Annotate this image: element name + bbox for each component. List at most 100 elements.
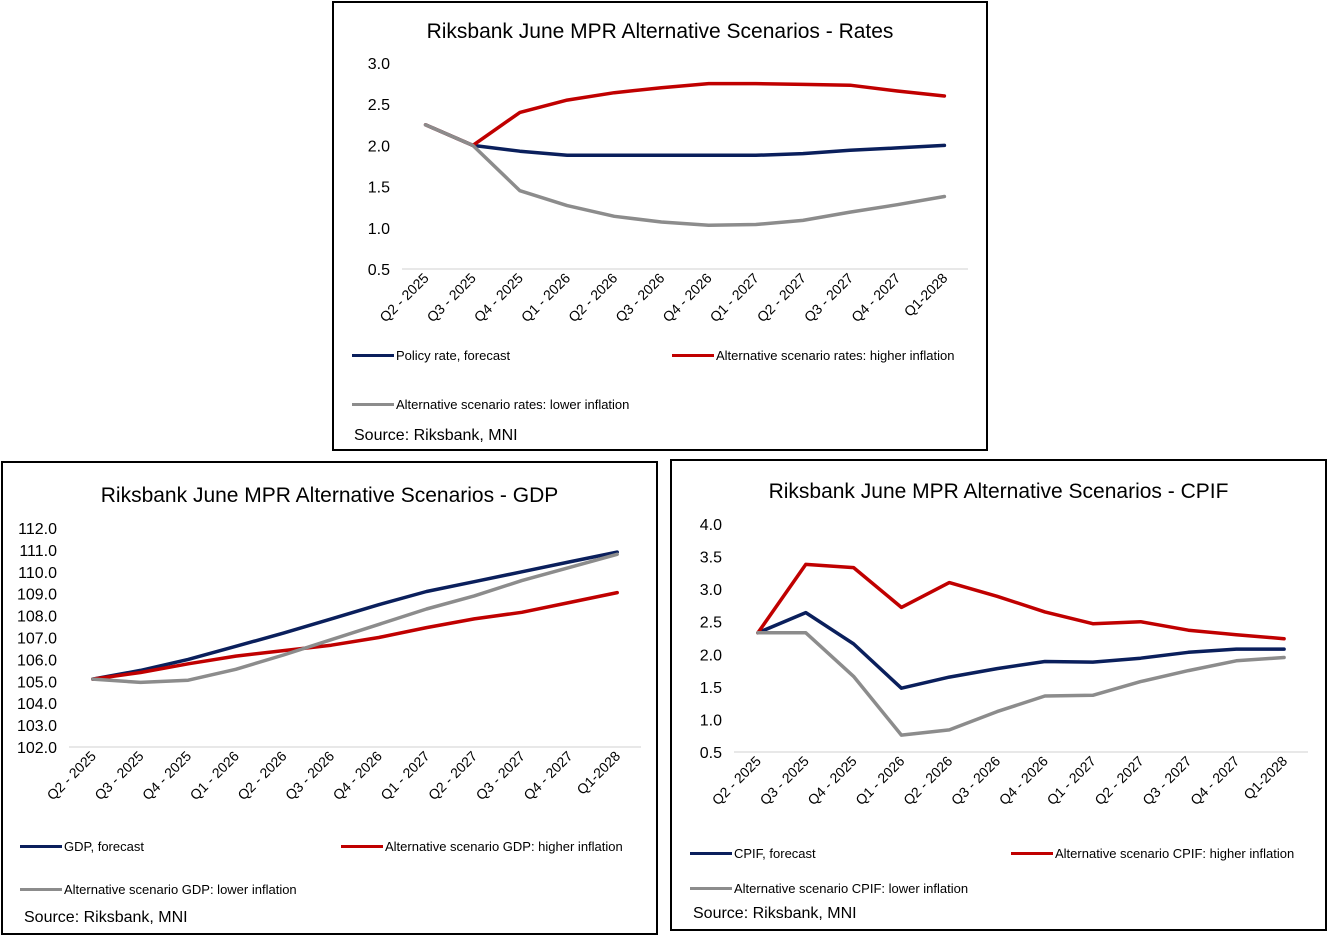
legend-cpif-lower-inflation: Alternative scenario CPIF: lower inflati… — [690, 879, 968, 897]
x-category-label: Q1-2028 — [901, 270, 951, 320]
legend-line-icon — [20, 844, 62, 848]
x-category-label: Q4 - 2026 — [659, 270, 714, 325]
series-line-1 — [91, 590, 619, 681]
x-category-label: Q2 - 2027 — [425, 748, 480, 803]
series-line-1 — [423, 81, 947, 148]
x-category-label: Q3 - 2026 — [612, 270, 667, 325]
x-category-label: Q1 - 2026 — [518, 270, 573, 325]
series-line-0 — [423, 123, 947, 158]
x-category-label: Q1 - 2026 — [852, 753, 907, 808]
x-category-label: Q1 - 2027 — [1044, 753, 1099, 808]
x-category-label: Q2 - 2027 — [1091, 753, 1146, 808]
x-category-label: Q3 - 2027 — [1139, 753, 1194, 808]
x-category-label: Q1 - 2027 — [377, 748, 432, 803]
y-tick-label: 104.0 — [17, 696, 57, 713]
x-category-label: Q4 - 2026 — [330, 748, 385, 803]
legend-rates-lower-inflation: Alternative scenario rates: lower inflat… — [352, 395, 629, 413]
x-category-label: Q4 - 2027 — [1187, 753, 1242, 808]
x-category-label: Q3 - 2027 — [801, 270, 856, 325]
legend-label: Alternative scenario rates: higher infla… — [716, 347, 955, 363]
x-category-label: Q4 - 2025 — [471, 270, 526, 325]
x-category-label: Q4 - 2025 — [139, 748, 194, 803]
x-category-label: Q3 - 2026 — [282, 748, 337, 803]
y-tick-label: 108.0 — [17, 609, 57, 626]
legend-cpif-forecast: CPIF, forecast — [690, 844, 816, 862]
y-tick-label: 0.5 — [368, 262, 390, 279]
legend-line-icon — [672, 353, 714, 357]
legend-label: Alternative scenario CPIF: lower inflati… — [734, 880, 969, 896]
cpif-chart-panel: Riksbank June MPR Alternative Scenarios … — [670, 459, 1327, 931]
y-tick-label: 102.0 — [17, 740, 57, 757]
y-tick-label: 106.0 — [17, 652, 57, 669]
y-tick-label: 2.0 — [700, 647, 722, 664]
legend-rates-higher-inflation: Alternative scenario rates: higher infla… — [672, 346, 954, 364]
y-tick-label: 105.0 — [17, 674, 57, 691]
series-line-2 — [423, 123, 947, 228]
legend-gdp-forecast: GDP, forecast — [20, 837, 144, 855]
x-category-label: Q4 - 2026 — [996, 753, 1051, 808]
rates-source: Source: Riksbank, MNI — [354, 427, 518, 444]
y-tick-label: 3.0 — [700, 582, 722, 599]
y-tick-label: 109.0 — [17, 587, 57, 604]
y-tick-label: 3.0 — [368, 56, 390, 73]
legend-label: Alternative scenario GDP: higher inflati… — [385, 838, 623, 854]
legend-policy-rate-forecast: Policy rate, forecast — [352, 346, 510, 364]
y-tick-label: 2.5 — [368, 97, 390, 114]
legend-line-icon — [20, 887, 62, 891]
y-tick-label: 110.0 — [18, 565, 57, 582]
y-tick-label: 111.0 — [19, 543, 57, 560]
x-category-label: Q1-2028 — [1240, 753, 1290, 803]
legend-gdp-higher-inflation: Alternative scenario GDP: higher inflati… — [341, 837, 623, 855]
legend-gdp-lower-inflation: Alternative scenario GDP: lower inflatio… — [20, 880, 297, 898]
y-tick-label: 1.5 — [368, 180, 390, 197]
series-line-0 — [91, 550, 619, 681]
legend-label: GDP, forecast — [64, 838, 144, 854]
gdp-plot: 102.0 103.0 104.0 105.0 106.0 107.0 108.0 109.0… — [17, 521, 641, 803]
y-tick-label: 1.5 — [700, 680, 722, 697]
y-tick-label: 1.0 — [700, 712, 722, 729]
legend-label: CPIF, forecast — [734, 845, 816, 861]
legend-label: Alternative scenario GDP: lower inflatio… — [64, 881, 297, 897]
legend-line-icon — [690, 851, 732, 855]
series-line-1 — [756, 562, 1286, 641]
cpif-source: Source: Riksbank, MNI — [693, 905, 857, 922]
x-category-label: Q4 - 2025 — [804, 753, 859, 808]
y-tick-label: 4.0 — [700, 517, 722, 534]
y-tick-label: 1.0 — [368, 221, 390, 238]
legend-line-icon — [1011, 851, 1053, 855]
legend-line-icon — [690, 886, 732, 890]
x-category-label: Q3 - 2025 — [757, 753, 812, 808]
x-category-label: Q2 - 2026 — [234, 748, 289, 803]
x-category-label: Q3 - 2025 — [91, 748, 146, 803]
legend-label: Alternative scenario CPIF: higher inflat… — [1055, 845, 1295, 861]
y-tick-label: 112.0 — [18, 521, 57, 538]
y-tick-label: 103.0 — [17, 718, 57, 735]
x-category-label: Q2 - 2026 — [900, 753, 955, 808]
legend-line-icon — [352, 353, 394, 357]
x-category-label: Q1-2028 — [573, 748, 623, 798]
rates-chart-panel: Riksbank June MPR Alternative Scenarios … — [332, 1, 988, 451]
legend-label: Policy rate, forecast — [396, 347, 511, 363]
x-category-label: Q4 - 2027 — [848, 270, 903, 325]
x-category-label: Q3 - 2025 — [424, 270, 479, 325]
cpif-chart-title: Riksbank June MPR Alternative Scenarios … — [768, 480, 1229, 503]
gdp-source: Source: Riksbank, MNI — [24, 909, 188, 926]
y-tick-label: 107.0 — [17, 631, 57, 648]
legend-cpif-higher-inflation: Alternative scenario CPIF: higher inflat… — [1011, 844, 1294, 862]
x-category-label: Q1 - 2027 — [707, 270, 762, 325]
series-line-2 — [91, 552, 619, 685]
x-category-label: Q2 - 2026 — [565, 270, 620, 325]
gdp-chart-title: Riksbank June MPR Alternative Scenarios … — [100, 484, 559, 507]
series-line-0 — [756, 610, 1286, 690]
y-tick-label: 3.5 — [700, 550, 722, 567]
x-category-label: Q3 - 2026 — [948, 753, 1003, 808]
y-tick-label: 2.5 — [700, 615, 722, 632]
gdp-chart-panel: Riksbank June MPR Alternative Scenarios … — [1, 461, 658, 935]
x-category-label: Q1 - 2026 — [187, 748, 242, 803]
x-category-label: Q4 - 2027 — [520, 748, 575, 803]
x-category-label: Q3 - 2027 — [473, 748, 528, 803]
y-tick-label: 2.0 — [368, 138, 390, 155]
series-line-2 — [756, 631, 1286, 737]
